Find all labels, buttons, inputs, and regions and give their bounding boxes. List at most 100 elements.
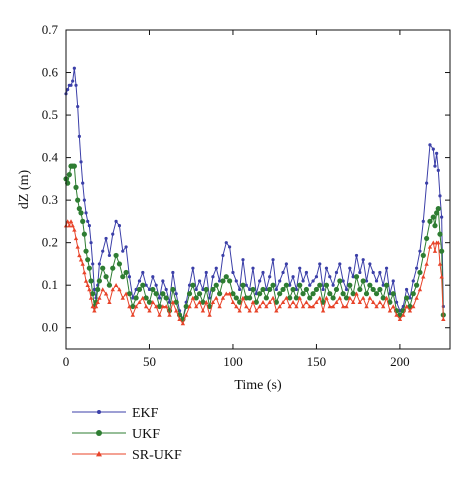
- data-point: [230, 291, 236, 297]
- data-point: [380, 295, 386, 301]
- data-point: [437, 231, 443, 237]
- data-point: [244, 304, 249, 309]
- data-point: [370, 286, 376, 293]
- data-point: [414, 282, 420, 288]
- data-point: [390, 291, 396, 297]
- data-point: [207, 312, 212, 317]
- data-point: [374, 304, 379, 309]
- data-point: [241, 258, 245, 262]
- data-point: [244, 283, 248, 287]
- data-point: [66, 172, 72, 178]
- data-point: [80, 261, 85, 266]
- data-point: [217, 291, 223, 297]
- data-point: [307, 295, 313, 301]
- data-point: [84, 211, 88, 215]
- data-point: [374, 279, 379, 283]
- data-point: [303, 286, 310, 293]
- data-point: [441, 317, 446, 321]
- data-point: [248, 287, 252, 292]
- data-point: [313, 286, 320, 293]
- data-point: [354, 253, 359, 258]
- data-point: [254, 292, 258, 296]
- data-point: [435, 206, 441, 212]
- data-point: [277, 291, 283, 297]
- data-point: [143, 295, 149, 301]
- data-point: [220, 278, 226, 284]
- data-point: [411, 279, 415, 283]
- data-point: [204, 270, 208, 275]
- data-point: [351, 275, 355, 279]
- data-point: [408, 296, 412, 300]
- data-point: [357, 286, 363, 293]
- data-point: [397, 312, 403, 318]
- data-point: [163, 295, 169, 301]
- data-point: [410, 291, 416, 297]
- data-point: [407, 308, 413, 313]
- data-point: [234, 304, 239, 309]
- data-point: [343, 295, 350, 301]
- data-point: [137, 279, 142, 283]
- data-point: [213, 282, 219, 288]
- data-point: [214, 295, 219, 300]
- data-point: [254, 308, 259, 313]
- series-ukf: [63, 163, 446, 322]
- y-tick-label: 0.0: [42, 320, 58, 335]
- data-point: [290, 286, 296, 293]
- data-point: [381, 304, 386, 309]
- data-point: [314, 275, 319, 279]
- data-point: [297, 295, 302, 300]
- data-point: [96, 278, 102, 284]
- data-point: [150, 286, 156, 293]
- data-point: [97, 295, 102, 300]
- data-point: [67, 223, 72, 228]
- data-point: [78, 210, 84, 216]
- data-point: [394, 312, 399, 317]
- data-point: [250, 286, 256, 293]
- data-point: [204, 300, 209, 304]
- data-point: [194, 287, 198, 292]
- data-point: [273, 299, 279, 305]
- data-point: [353, 274, 360, 280]
- data-point: [428, 143, 432, 147]
- data-point: [224, 291, 229, 296]
- data-point: [77, 134, 81, 138]
- data-point: [116, 261, 123, 267]
- data-point: [86, 219, 90, 223]
- data-point: [360, 278, 366, 284]
- data-point: [308, 283, 312, 287]
- data-point: [290, 300, 296, 304]
- data-point: [281, 270, 285, 275]
- data-point: [95, 286, 101, 293]
- data-point: [187, 283, 192, 287]
- data-point: [170, 300, 176, 304]
- data-point: [197, 279, 202, 283]
- data-point: [337, 295, 343, 300]
- data-point: [237, 308, 242, 313]
- data-point: [264, 304, 269, 309]
- data-point: [76, 104, 80, 109]
- data-point: [137, 300, 142, 304]
- legend-marker: [96, 451, 102, 457]
- data-point: [223, 274, 229, 280]
- data-point: [194, 304, 199, 309]
- data-point: [401, 312, 406, 317]
- data-point: [378, 270, 382, 275]
- legend-label: EKF: [132, 406, 159, 421]
- data-point: [92, 308, 97, 313]
- y-tick-label: 0.4: [42, 150, 59, 165]
- axes: 0 50 100 150 200 0.0 0.1 0.2 0.3 0.4 0.5 0.6 0.7: [42, 22, 451, 369]
- data-point: [97, 262, 101, 266]
- data-point: [143, 304, 149, 309]
- data-point: [440, 215, 444, 219]
- data-point: [201, 287, 205, 292]
- data-point: [294, 287, 298, 292]
- data-point: [268, 275, 272, 279]
- data-point: [153, 291, 159, 297]
- data-point: [130, 312, 135, 317]
- data-point: [436, 168, 440, 172]
- data-point: [233, 295, 239, 301]
- legend-item-ekf: EKF: [72, 406, 159, 421]
- data-point: [334, 300, 339, 304]
- data-point: [164, 287, 168, 292]
- data-point: [340, 304, 346, 309]
